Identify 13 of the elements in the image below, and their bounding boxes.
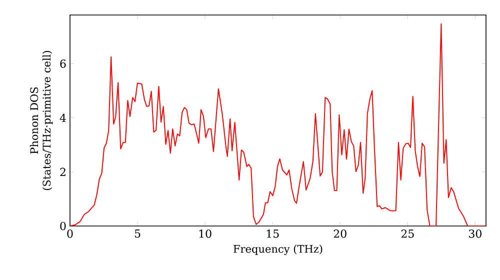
x-tick-label: 10 — [199, 230, 212, 238]
y-tick-label: 2 — [60, 168, 66, 176]
x-tick-label: 15 — [266, 230, 279, 238]
y-axis-title: Phonon DOS (States/THz·primitive cell) — [30, 50, 53, 190]
x-tick-label: 30 — [469, 230, 482, 238]
x-tick-label: 20 — [334, 230, 346, 238]
y-tick-label: 4 — [60, 114, 66, 122]
x-tick-label: 0 — [67, 230, 73, 238]
x-tick-label: 5 — [134, 230, 140, 238]
y-tick-label: 0 — [60, 222, 66, 230]
x-axis-title: Frequency (THz) — [234, 244, 322, 255]
y-tick-label: 6 — [60, 60, 66, 68]
x-tick-label: 25 — [401, 230, 414, 238]
